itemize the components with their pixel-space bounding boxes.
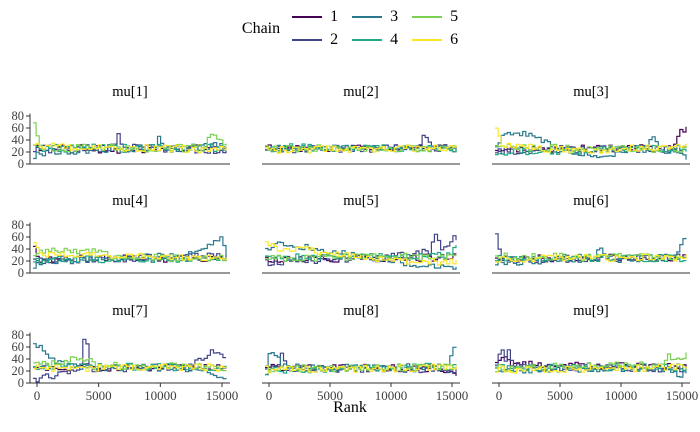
x-tick-label: 10000	[144, 388, 177, 403]
trace-chain-6	[33, 142, 227, 154]
trace-chain-4	[265, 362, 457, 375]
x-tick-label: 0	[495, 388, 503, 403]
x-tick-label: 15000	[435, 388, 469, 403]
y-tick-label: 80	[11, 109, 25, 123]
panel-mu-6: mu[6]	[492, 193, 690, 274]
legend-item-label: 6	[450, 31, 459, 48]
legend-line-swatch	[412, 16, 443, 18]
panel-title: mu[7]	[112, 303, 148, 319]
y-tick-label: 60	[11, 230, 25, 244]
trace-chain-6	[495, 253, 687, 263]
panel-mu-2: mu[2]	[262, 84, 460, 165]
trace-chain-3	[495, 130, 687, 160]
trace-chain-6	[495, 127, 687, 154]
y-tick-label: 40	[11, 242, 25, 256]
trace-chain-2	[33, 252, 227, 265]
panel-mu-3: mu[3]	[492, 84, 690, 165]
trace-plot	[262, 233, 460, 274]
trace-chain-6	[265, 144, 457, 154]
legend-item-label: 2	[330, 31, 339, 48]
x-tick-label: 0	[33, 388, 41, 403]
trace-chain-3	[33, 236, 227, 269]
legend-items: 1 2 3 4 5 6	[292, 6, 458, 51]
legend-item-label: 5	[450, 8, 459, 25]
y-tick-label: 20	[11, 145, 25, 159]
panel-mu-1: mu[1] 0 20 40 60 80	[12, 84, 230, 171]
y-tick-label: 20	[11, 254, 25, 268]
panel-mu-4: mu[4] 0 20 40 60 80	[12, 193, 230, 280]
trace-plot	[492, 126, 690, 165]
panel-mu-5: mu[5]	[262, 193, 460, 274]
x-tick-label: 15000	[205, 388, 239, 403]
trace-plot	[492, 349, 690, 387]
trace-chain-5	[495, 352, 687, 372]
legend-item-chain-5: 5	[412, 6, 458, 28]
legend-item-chain-4: 4	[352, 29, 398, 51]
trace-chain-4	[495, 363, 687, 372]
legend-line-swatch	[352, 16, 383, 18]
legend-item-chain-1: 1	[292, 6, 338, 28]
panel-title: mu[6]	[573, 193, 609, 209]
trace-chain-2	[33, 338, 226, 383]
trace-chain-5	[495, 143, 687, 153]
y-tick-label: 20	[11, 364, 25, 378]
y-tick-label: 40	[11, 352, 25, 366]
legend-title: Chain	[241, 19, 281, 37]
x-tick-label: 10000	[374, 388, 408, 403]
legend-line-swatch	[292, 39, 323, 41]
panel-title: mu[1]	[112, 84, 148, 100]
panel-mu-9: mu[9] 0 5000 10000 15000	[492, 303, 698, 403]
x-tick-label: 5000	[547, 388, 573, 403]
x-tick-label: 5000	[317, 388, 343, 403]
x-axis-label: Rank	[333, 399, 367, 416]
panel-mu-7: mu[7] 0 20 40 60 80 0 5000 10000 15000	[12, 303, 239, 403]
y-tick-label: 40	[11, 133, 25, 147]
x-tick-label: 5000	[85, 388, 112, 403]
x-tick-label: 10000	[604, 388, 638, 403]
legend-item-label: 3	[390, 8, 399, 25]
trace-plot	[262, 134, 460, 165]
legend-item-label: 4	[390, 31, 399, 48]
trace-chain-6	[265, 241, 457, 266]
trace-chain-2	[265, 134, 457, 154]
panel-title: mu[5]	[343, 193, 379, 209]
y-tick-label: 80	[11, 328, 25, 342]
y-tick-label: 60	[11, 121, 25, 135]
y-tick-label: 60	[11, 340, 25, 354]
legend-line-swatch	[412, 39, 443, 41]
trace-chain-6	[33, 363, 227, 372]
legend-item-chain-3: 3	[352, 6, 398, 28]
legend: Chain 1 2 3 4 5 6	[0, 6, 700, 51]
trace-chain-2	[265, 352, 457, 376]
trace-plot	[26, 332, 230, 387]
panel-title: mu[8]	[343, 303, 379, 319]
x-tick-label: 0	[265, 388, 273, 403]
trace-chain-3	[33, 343, 227, 380]
panel-mu-8: mu[8] 0 5000 10000 15000	[262, 303, 468, 403]
legend-item-chain-2: 2	[292, 29, 338, 51]
trace-plot	[262, 346, 460, 387]
y-tick-label: 80	[11, 218, 25, 232]
trace-chain-6	[495, 363, 687, 374]
trace-plot	[492, 233, 690, 274]
y-tick-label: 0	[17, 376, 24, 390]
y-tick-label: 0	[17, 266, 24, 280]
trace-chain-6	[265, 363, 457, 374]
panel-title: mu[2]	[343, 84, 379, 100]
trace-chain-5	[33, 247, 227, 262]
trace-chain-6	[33, 242, 227, 262]
panel-title: mu[3]	[573, 84, 609, 100]
legend-item-label: 1	[330, 8, 339, 25]
panel-title: mu[4]	[112, 193, 148, 209]
trace-chain-3	[265, 346, 457, 372]
legend-line-swatch	[352, 39, 383, 41]
trace-plot	[26, 222, 230, 274]
x-tick-label: 15000	[665, 388, 699, 403]
trace-plot	[26, 113, 230, 165]
y-tick-label: 0	[17, 157, 24, 171]
legend-item-chain-6: 6	[412, 29, 458, 51]
legend-line-swatch	[292, 16, 323, 18]
panel-title: mu[9]	[573, 303, 609, 319]
